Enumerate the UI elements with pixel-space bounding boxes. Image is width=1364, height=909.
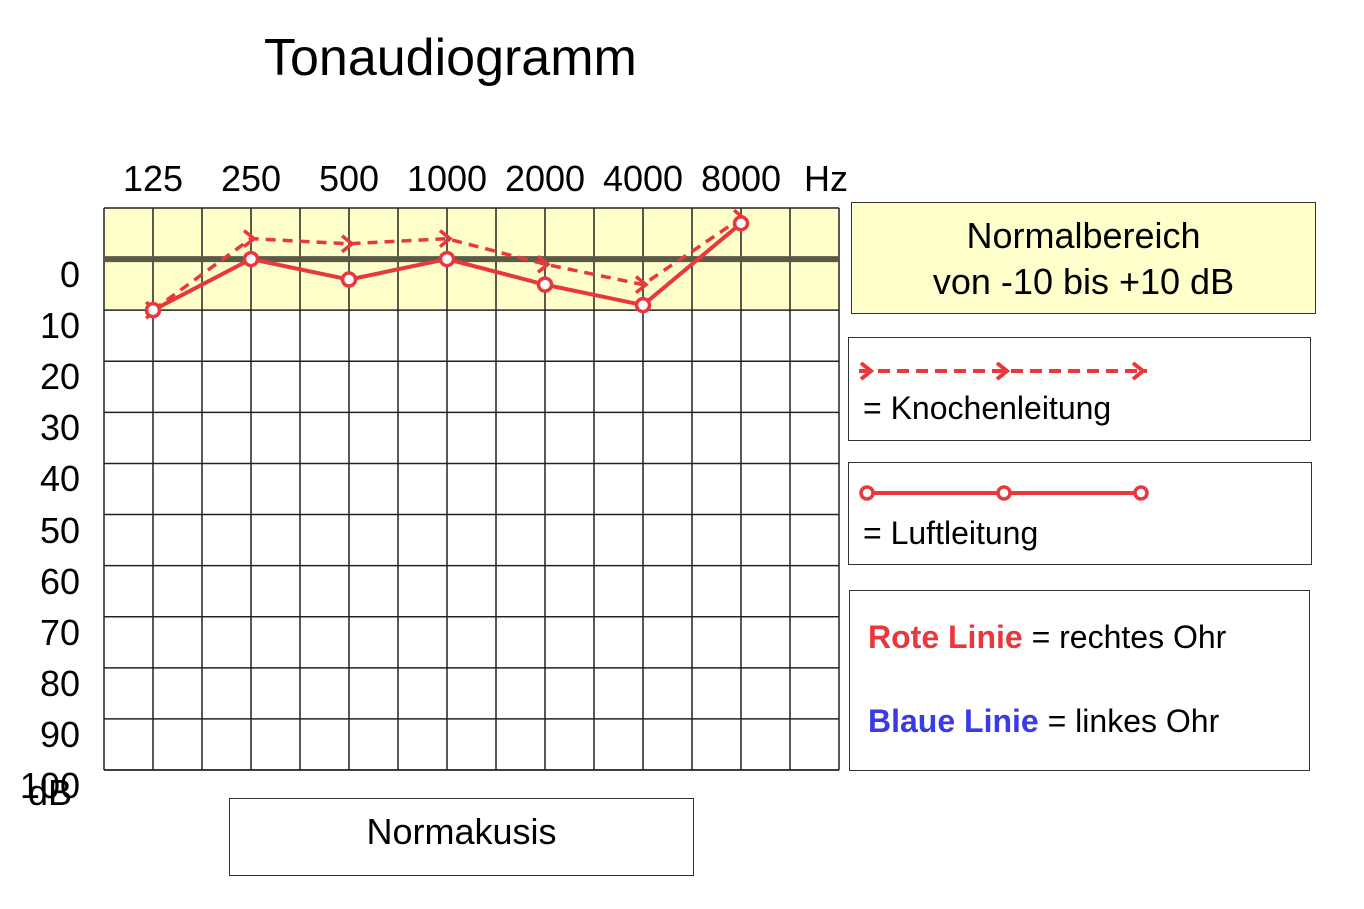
y-tick-label: 20	[39, 356, 80, 398]
y-tick-label: 10	[39, 305, 80, 347]
legend-bone-label: = Knochenleitung	[863, 390, 1112, 426]
legend-air-label: = Luftleitung	[863, 515, 1039, 551]
air-conduction-marker	[438, 250, 456, 268]
x-axis-unit: Hz	[804, 158, 848, 199]
red-line-label: Rote Linie	[868, 619, 1023, 655]
y-tick-label: 0	[59, 254, 80, 296]
y-tick-label: 50	[39, 509, 80, 551]
x-tick-label: 125	[122, 158, 184, 199]
x-tick-label: 2000	[504, 158, 586, 199]
air-conduction-marker	[536, 276, 554, 293]
bone-conduction-marker	[634, 275, 649, 295]
red-line-text: = rechtes Ohr	[1022, 619, 1227, 655]
diagnosis-label: Normakusis	[366, 811, 557, 852]
y-tick-label: 80	[39, 662, 80, 704]
air-conduction-marker	[144, 301, 162, 319]
blue-line-text: = linkes Ohr	[1038, 703, 1220, 739]
y-axis-unit: dB	[28, 772, 73, 813]
x-tick-label: 500	[318, 158, 380, 199]
x-tick-label: 1000	[406, 158, 488, 199]
y-tick-label: 90	[39, 713, 80, 755]
air-conduction-marker	[732, 215, 750, 232]
y-tick-label: 30	[39, 407, 80, 449]
normal-range-text: von -10 bis +10 dB	[932, 261, 1235, 302]
legend-left-ear: Blaue Linie = linkes Ohr	[868, 703, 1219, 740]
air-conduction-marker	[340, 271, 358, 288]
bone-conduction-marker	[340, 234, 355, 254]
x-tick-label: 250	[220, 158, 282, 199]
audiogram-plot	[103, 207, 840, 771]
bone-conduction-marker	[242, 229, 257, 249]
chart-title: Tonaudiogramm	[264, 29, 637, 87]
legend-bone-conduction: = Knochenleitung	[848, 337, 1311, 441]
dashed-arrow-line-icon	[859, 361, 1147, 381]
legend-ear-colors: Rote Linie = rechtes Ohr Blaue Linie = l…	[849, 590, 1310, 771]
x-tick-label: 4000	[602, 158, 684, 199]
y-tick-label: 40	[39, 458, 80, 500]
bone-conduction-marker	[536, 254, 551, 274]
x-tick-label: 8000	[700, 158, 782, 199]
normal-range-box: Normalbereich von -10 bis +10 dB	[851, 202, 1316, 314]
normal-range-title: Normalbereich	[966, 215, 1201, 256]
bone-conduction-marker	[438, 229, 453, 249]
y-tick-label: 60	[39, 560, 80, 602]
y-tick-label: 100	[19, 765, 80, 806]
y-tick-label: 70	[39, 611, 80, 653]
legend-right-ear: Rote Linie = rechtes Ohr	[868, 619, 1226, 656]
legend-air-conduction: = Luftleitung	[848, 462, 1312, 565]
diagnosis-box: Normakusis	[229, 798, 694, 876]
series-bone-conduction	[151, 216, 742, 312]
air-conduction-marker	[242, 250, 260, 268]
air-conduction-marker	[634, 296, 652, 314]
blue-line-label: Blaue Linie	[868, 703, 1039, 739]
solid-circle-line-icon	[859, 485, 1149, 501]
